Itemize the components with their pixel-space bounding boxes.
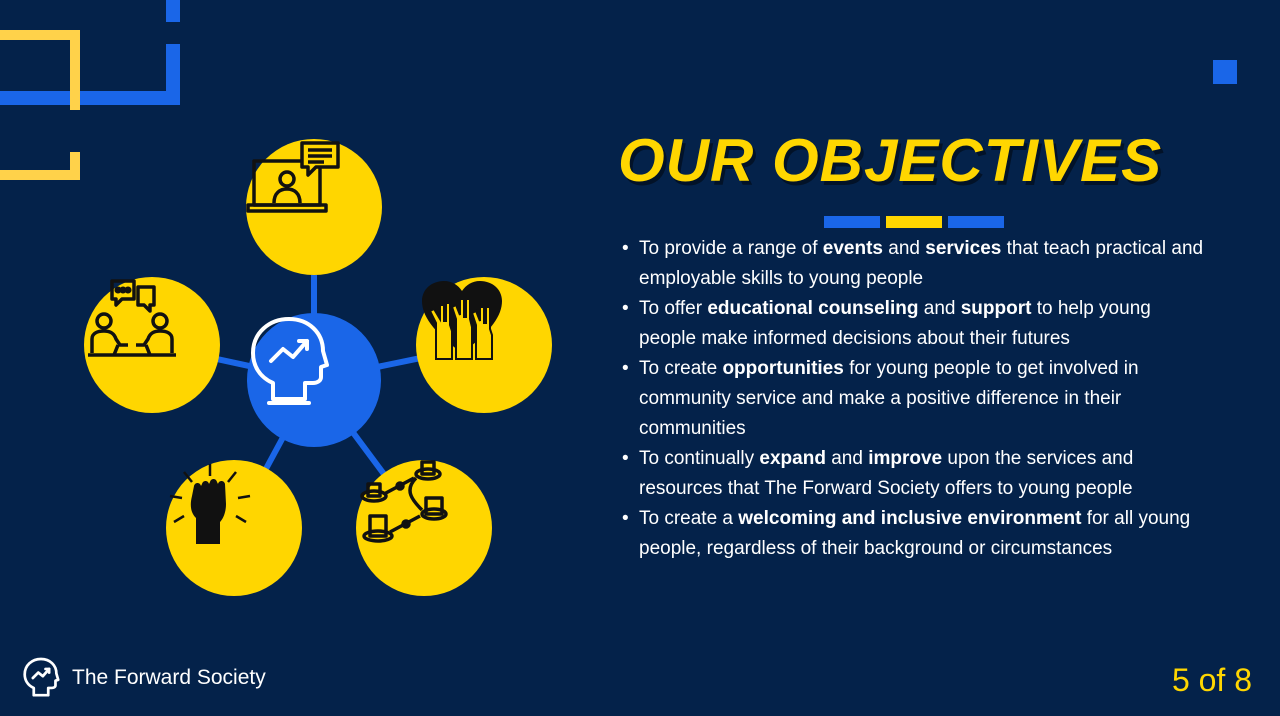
node-raised-hands — [416, 277, 552, 413]
decorative-square — [1213, 60, 1237, 84]
node-conversation — [84, 277, 220, 413]
objective-item: To provide a range of events and service… — [622, 234, 1212, 294]
objective-text: upon the services and resources that The… — [639, 448, 1134, 499]
objective-text: To continually — [639, 448, 760, 469]
head-growth-icon — [22, 656, 60, 700]
title-underline-bars — [824, 216, 1004, 228]
slide-title: OUR OBJECTIVES — [618, 127, 1163, 194]
objective-text: To create a — [639, 508, 739, 529]
title-bar — [948, 216, 1004, 228]
objective-text: to help young people make informed decis… — [639, 298, 1151, 349]
objective-highlight: services — [925, 238, 1002, 259]
objective-item: To create a welcoming and inclusive envi… — [622, 504, 1212, 564]
objective-highlight: improve — [868, 448, 943, 469]
frame-gap — [70, 110, 86, 152]
objectives-list: To provide a range of events and service… — [622, 234, 1212, 564]
objective-text: for all young people, regardless of thei… — [639, 508, 1191, 559]
brand-name: The Forward Society — [72, 666, 266, 689]
objectives-diagram — [80, 135, 552, 605]
objective-highlight: opportunities — [722, 358, 844, 379]
node-raised-fist — [166, 460, 302, 596]
title-bar — [824, 216, 880, 228]
objective-text: and — [825, 448, 869, 469]
objective-highlight: educational counseling — [707, 298, 919, 319]
objective-highlight: events — [822, 238, 883, 259]
objective-text: for young people to get involved in comm… — [639, 358, 1139, 439]
node-connected-podiums — [356, 460, 492, 596]
node-video-call — [246, 139, 382, 275]
brand: The Forward Society — [22, 656, 266, 700]
objective-highlight: welcoming and inclusive environment — [738, 508, 1082, 529]
objective-highlight: expand — [759, 448, 826, 469]
objective-text: and — [883, 238, 926, 259]
objective-text: To create — [639, 358, 723, 379]
decorative-frame-yellow — [0, 30, 80, 180]
objective-item: To create opportunities for young people… — [622, 354, 1212, 444]
objective-text: and — [918, 298, 961, 319]
objective-text: that teach practical and employable skil… — [639, 238, 1204, 289]
objective-item: To offer educational counseling and supp… — [622, 294, 1212, 354]
frame-gap — [150, 22, 190, 44]
page-counter: 5 of 8 — [1171, 662, 1252, 698]
objective-text: To offer — [639, 298, 708, 319]
title-bar — [886, 216, 942, 228]
objective-highlight: support — [960, 298, 1032, 319]
hub-circle — [247, 313, 381, 447]
objective-text: To provide a range of — [639, 238, 823, 259]
objective-item: To continually expand and improve upon t… — [622, 444, 1212, 504]
